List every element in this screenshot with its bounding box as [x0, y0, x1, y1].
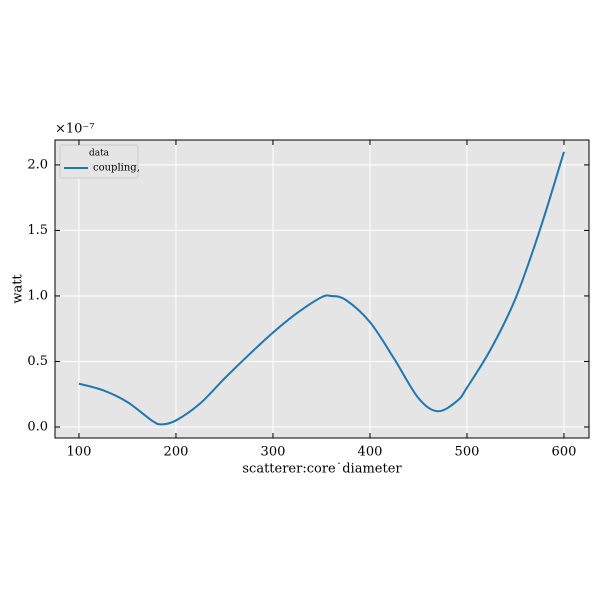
y-tick-label: 1.0 — [27, 288, 48, 303]
plot-frame — [54, 139, 590, 439]
x-tick-label: 500 — [455, 445, 480, 460]
data-line — [78, 151, 565, 426]
x-tick-label: 600 — [552, 445, 577, 460]
x-tick-label: 300 — [261, 445, 286, 460]
legend-box — [59, 144, 139, 179]
y-tick-label: 1.5 — [27, 223, 48, 238]
offset-text: ×10⁻⁷ — [55, 122, 95, 137]
x-tick-label: 200 — [164, 445, 189, 460]
x-tick-label: 400 — [358, 445, 383, 460]
legend: data coupling, — [59, 144, 140, 179]
y-tick-label: 0.5 — [27, 354, 48, 369]
legend-title: data — [89, 149, 110, 159]
x-tick-label: 100 — [67, 445, 92, 460]
plot-area — [55, 140, 589, 438]
y-tick-label: 2.0 — [27, 157, 48, 172]
x-axis-label: scatterer:core˙diameter — [242, 462, 402, 477]
legend-label: coupling, — [93, 163, 140, 174]
y-axis-label: watt — [11, 274, 26, 304]
y-tick-label: 0.0 — [27, 419, 48, 434]
